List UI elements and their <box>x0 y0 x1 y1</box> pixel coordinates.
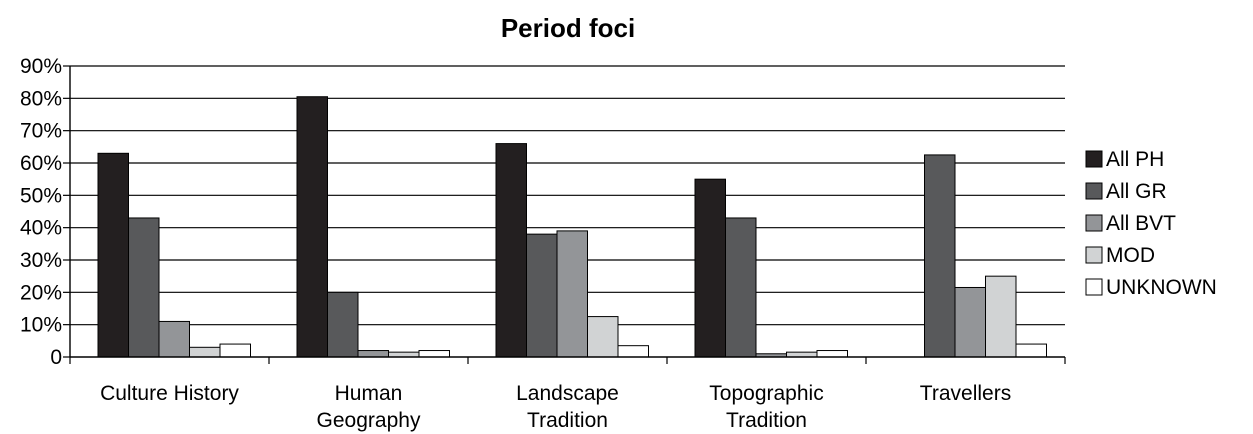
x-tick-label: Landscape Tradition <box>516 382 619 432</box>
y-tick-label: 30% <box>20 249 62 272</box>
y-tick-label: 10% <box>20 314 62 337</box>
y-tick-labels: 0 10% 20% 30% 40% 50% 60% 70% 80% 90% <box>20 55 62 369</box>
bar <box>556 230 588 358</box>
bar <box>219 343 251 358</box>
bar <box>128 217 160 358</box>
bar <box>158 320 190 358</box>
bar <box>357 350 389 358</box>
legend-label: MOD <box>1106 244 1155 267</box>
y-tick-label: 70% <box>20 120 62 143</box>
bar <box>388 351 420 358</box>
bar <box>327 291 359 358</box>
legend-label: All BVT <box>1106 212 1176 235</box>
bar <box>924 154 956 358</box>
y-tick-label: 40% <box>20 217 62 240</box>
legend-swatch <box>1085 246 1103 264</box>
bar <box>816 350 848 358</box>
legend-label: All GR <box>1106 180 1167 203</box>
bar <box>495 143 527 358</box>
bar <box>296 96 328 358</box>
y-tick-label: 60% <box>20 152 62 175</box>
bar <box>526 233 558 358</box>
bar <box>954 286 986 358</box>
y-tick-label: 50% <box>20 184 62 207</box>
bar <box>189 346 221 358</box>
bar <box>694 178 726 358</box>
legend-swatch <box>1085 150 1103 168</box>
bar <box>1015 343 1047 358</box>
legend: All PH All GR All BVT MOD UNKNOWN <box>1085 148 1217 299</box>
x-tick-label: Topographic Tradition <box>709 382 823 432</box>
legend-label: UNKNOWN <box>1106 276 1217 299</box>
x-tick-label: Travellers <box>920 382 1011 405</box>
bar <box>985 275 1017 358</box>
bar <box>786 351 818 358</box>
legend-swatch <box>1085 182 1103 200</box>
x-tick-label: Human Geography <box>317 382 421 432</box>
x-tick-labels: Culture History Human Geography Landscape Tr… <box>100 382 1011 432</box>
bar <box>725 217 757 358</box>
legend-swatch <box>1085 278 1103 296</box>
bar <box>418 350 450 358</box>
bar <box>97 152 129 358</box>
legend-label: All PH <box>1106 148 1164 171</box>
y-tick-label: 90% <box>20 55 62 78</box>
legend-swatch <box>1085 214 1103 232</box>
axes <box>69 66 1066 364</box>
y-tick-label: 20% <box>20 281 62 304</box>
y-tick-label: 0 <box>50 346 62 369</box>
x-tick-label: Culture History <box>100 382 239 405</box>
bar <box>587 316 619 358</box>
y-tick-label: 80% <box>20 87 62 110</box>
chart-title: Period foci <box>501 13 635 43</box>
bars <box>97 96 1047 358</box>
bar <box>617 345 649 358</box>
